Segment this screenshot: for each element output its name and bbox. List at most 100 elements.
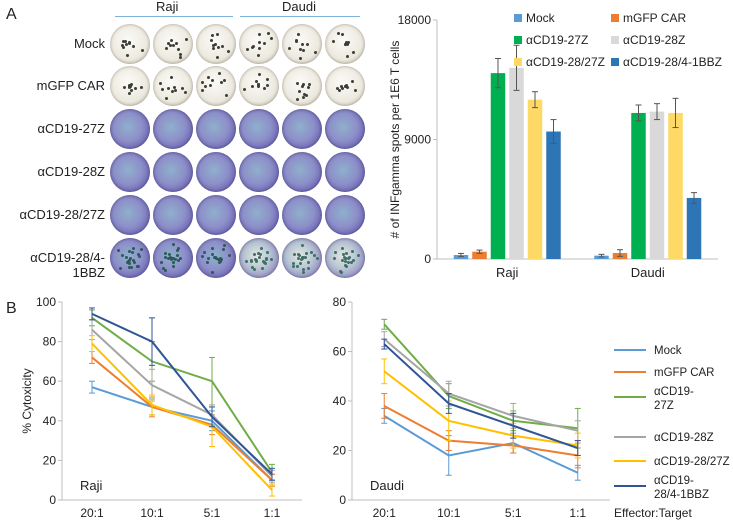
elispot-spot bbox=[210, 270, 214, 274]
elispot-well bbox=[153, 238, 193, 278]
bar bbox=[472, 251, 487, 259]
elispot-spot bbox=[118, 266, 122, 270]
elispot-well bbox=[239, 66, 279, 106]
elispot-spot bbox=[288, 46, 292, 50]
elispot-spot bbox=[179, 257, 183, 260]
elispot-spot bbox=[351, 250, 355, 254]
elispot-spot bbox=[258, 253, 262, 257]
elispot-spot bbox=[302, 48, 306, 52]
elispot-spot bbox=[216, 258, 220, 262]
elispot-well bbox=[325, 238, 365, 278]
plate-row-label: αCD19-28/4-1BBZ bbox=[30, 250, 105, 280]
elispot-spot bbox=[210, 34, 214, 38]
elispot-spot bbox=[205, 261, 209, 265]
bar-legend-label: αCD19-28/27Z bbox=[526, 55, 605, 69]
elispot-spot bbox=[127, 85, 131, 89]
elispot-well bbox=[196, 238, 236, 278]
elispot-spot bbox=[261, 267, 265, 271]
elispot-spot bbox=[161, 88, 165, 92]
elispot-spot bbox=[130, 266, 134, 270]
line-legend-label: Mock bbox=[654, 345, 682, 357]
elispot-spot bbox=[126, 54, 130, 58]
line-panel-label: Raji bbox=[80, 478, 103, 493]
bar-legend-swatch bbox=[514, 58, 522, 66]
line-series bbox=[383, 343, 579, 449]
elispot-spot bbox=[227, 49, 231, 53]
elispot-spot bbox=[262, 41, 266, 45]
elispot-well bbox=[153, 152, 193, 192]
line-series bbox=[91, 386, 273, 481]
elispot-spot bbox=[185, 37, 189, 41]
elispot-spot bbox=[211, 43, 215, 47]
elispot-well bbox=[110, 238, 150, 278]
elispot-spot bbox=[204, 85, 208, 89]
elispot-spot bbox=[129, 89, 133, 93]
line-x-tick-label: 5:1 bbox=[505, 506, 522, 520]
elispot-spot bbox=[306, 86, 310, 90]
elispot-spot bbox=[346, 257, 350, 261]
elispot-spot bbox=[223, 244, 227, 248]
line-y-tick-label: 20 bbox=[333, 444, 347, 458]
bar-legend-swatch bbox=[611, 58, 619, 66]
elispot-spot bbox=[131, 45, 135, 49]
elispot-spot bbox=[298, 47, 302, 51]
elispot-spot bbox=[170, 75, 174, 79]
elispot-spot bbox=[345, 55, 349, 59]
elispot-spot bbox=[170, 39, 173, 43]
elispot-spot bbox=[136, 264, 140, 268]
elispot-spot bbox=[250, 259, 254, 263]
bar-category-label: Daudi bbox=[631, 265, 665, 280]
elispot-spot bbox=[259, 246, 263, 250]
bar-legend-label: αCD19-28Z bbox=[623, 33, 685, 47]
elispot-spot bbox=[304, 94, 308, 98]
elispot-spot bbox=[180, 86, 184, 90]
elispot-spot bbox=[338, 269, 342, 273]
elispot-spot bbox=[302, 96, 306, 100]
elispot-well bbox=[325, 152, 365, 192]
elispot-spot bbox=[122, 85, 126, 89]
elispot-spot bbox=[266, 77, 269, 81]
elispot-spot bbox=[131, 246, 135, 250]
elispot-spot bbox=[340, 85, 344, 89]
plate-row-label: αCD19-28/27Z bbox=[19, 207, 105, 222]
elispot-well bbox=[110, 24, 150, 64]
elispot-spot bbox=[253, 268, 257, 272]
elispot-spot bbox=[296, 81, 300, 85]
elispot-spot bbox=[299, 57, 303, 61]
elispot-spot bbox=[168, 44, 172, 48]
elispot-spot bbox=[269, 37, 273, 41]
elispot-spot bbox=[171, 90, 175, 94]
elispot-spot bbox=[254, 80, 258, 84]
elispot-spot bbox=[304, 255, 308, 259]
elispot-spot bbox=[300, 85, 304, 89]
elispot-spot bbox=[172, 243, 176, 247]
elispot-well bbox=[282, 24, 322, 64]
elispot-spot bbox=[218, 71, 222, 75]
elispot-spot bbox=[129, 83, 133, 87]
elispot-spot bbox=[302, 82, 306, 86]
elispot-spot bbox=[139, 247, 143, 251]
elispot-well bbox=[282, 109, 322, 149]
elispot-well bbox=[196, 109, 236, 149]
elispot-well bbox=[110, 152, 150, 192]
line-x-tick-label: 20:1 bbox=[80, 506, 104, 520]
elispot-spot bbox=[172, 43, 176, 47]
elispot-spot bbox=[171, 257, 175, 260]
bar bbox=[490, 73, 506, 259]
elispot-well bbox=[110, 66, 150, 106]
elispot-spot bbox=[200, 80, 204, 84]
elispot-spot bbox=[211, 47, 215, 51]
elispot-spot bbox=[267, 31, 271, 35]
bar bbox=[527, 99, 543, 260]
elispot-spot bbox=[128, 249, 132, 253]
elispot-spot bbox=[215, 56, 219, 60]
elispot-spot bbox=[313, 50, 317, 54]
elispot-spot bbox=[306, 43, 310, 47]
line-y-tick-label: 40 bbox=[43, 414, 57, 428]
elispot-spot bbox=[305, 252, 309, 256]
elispot-spot bbox=[251, 45, 255, 48]
line-y-tick-label: 40 bbox=[333, 394, 347, 408]
elispot-spot bbox=[256, 82, 260, 86]
elispot-spot bbox=[350, 79, 354, 83]
